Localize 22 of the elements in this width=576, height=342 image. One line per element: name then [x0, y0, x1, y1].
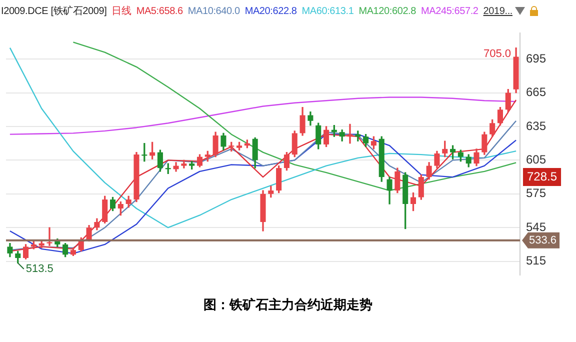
text: 728.5 — [527, 169, 558, 184]
y-tick-label: 545 — [526, 220, 546, 234]
text: MA120:602.8 — [358, 6, 416, 17]
text: MA10:640.0 — [188, 6, 240, 17]
annotation: 705.0 — [484, 48, 512, 60]
chart-subtitle: 日线 — [112, 6, 132, 17]
text: MA20:622.8 — [244, 6, 297, 17]
annotation: 513.5 — [26, 263, 54, 276]
text: MA245:657.2 — [421, 6, 478, 17]
y-tick-label: 695 — [526, 51, 546, 66]
text: MA5:658.6 — [136, 6, 183, 17]
y-tick-label: 575 — [526, 186, 546, 200]
chart-title: I2009.DCE [铁矿石2009] — [1, 6, 107, 17]
text: 图：铁矿石主力合约近期走势 — [202, 296, 374, 314]
y-tick-label: 635 — [526, 118, 546, 133]
y-tick-label: 605 — [526, 152, 546, 166]
y-tick-label: 515 — [526, 254, 546, 268]
y-tick-label: 665 — [526, 85, 546, 100]
text: 2019... — [483, 6, 512, 17]
candlestick — [46, 227, 52, 246]
text: MA60:613.1 — [302, 6, 354, 17]
ref-line-label: 533.6 — [529, 234, 557, 246]
